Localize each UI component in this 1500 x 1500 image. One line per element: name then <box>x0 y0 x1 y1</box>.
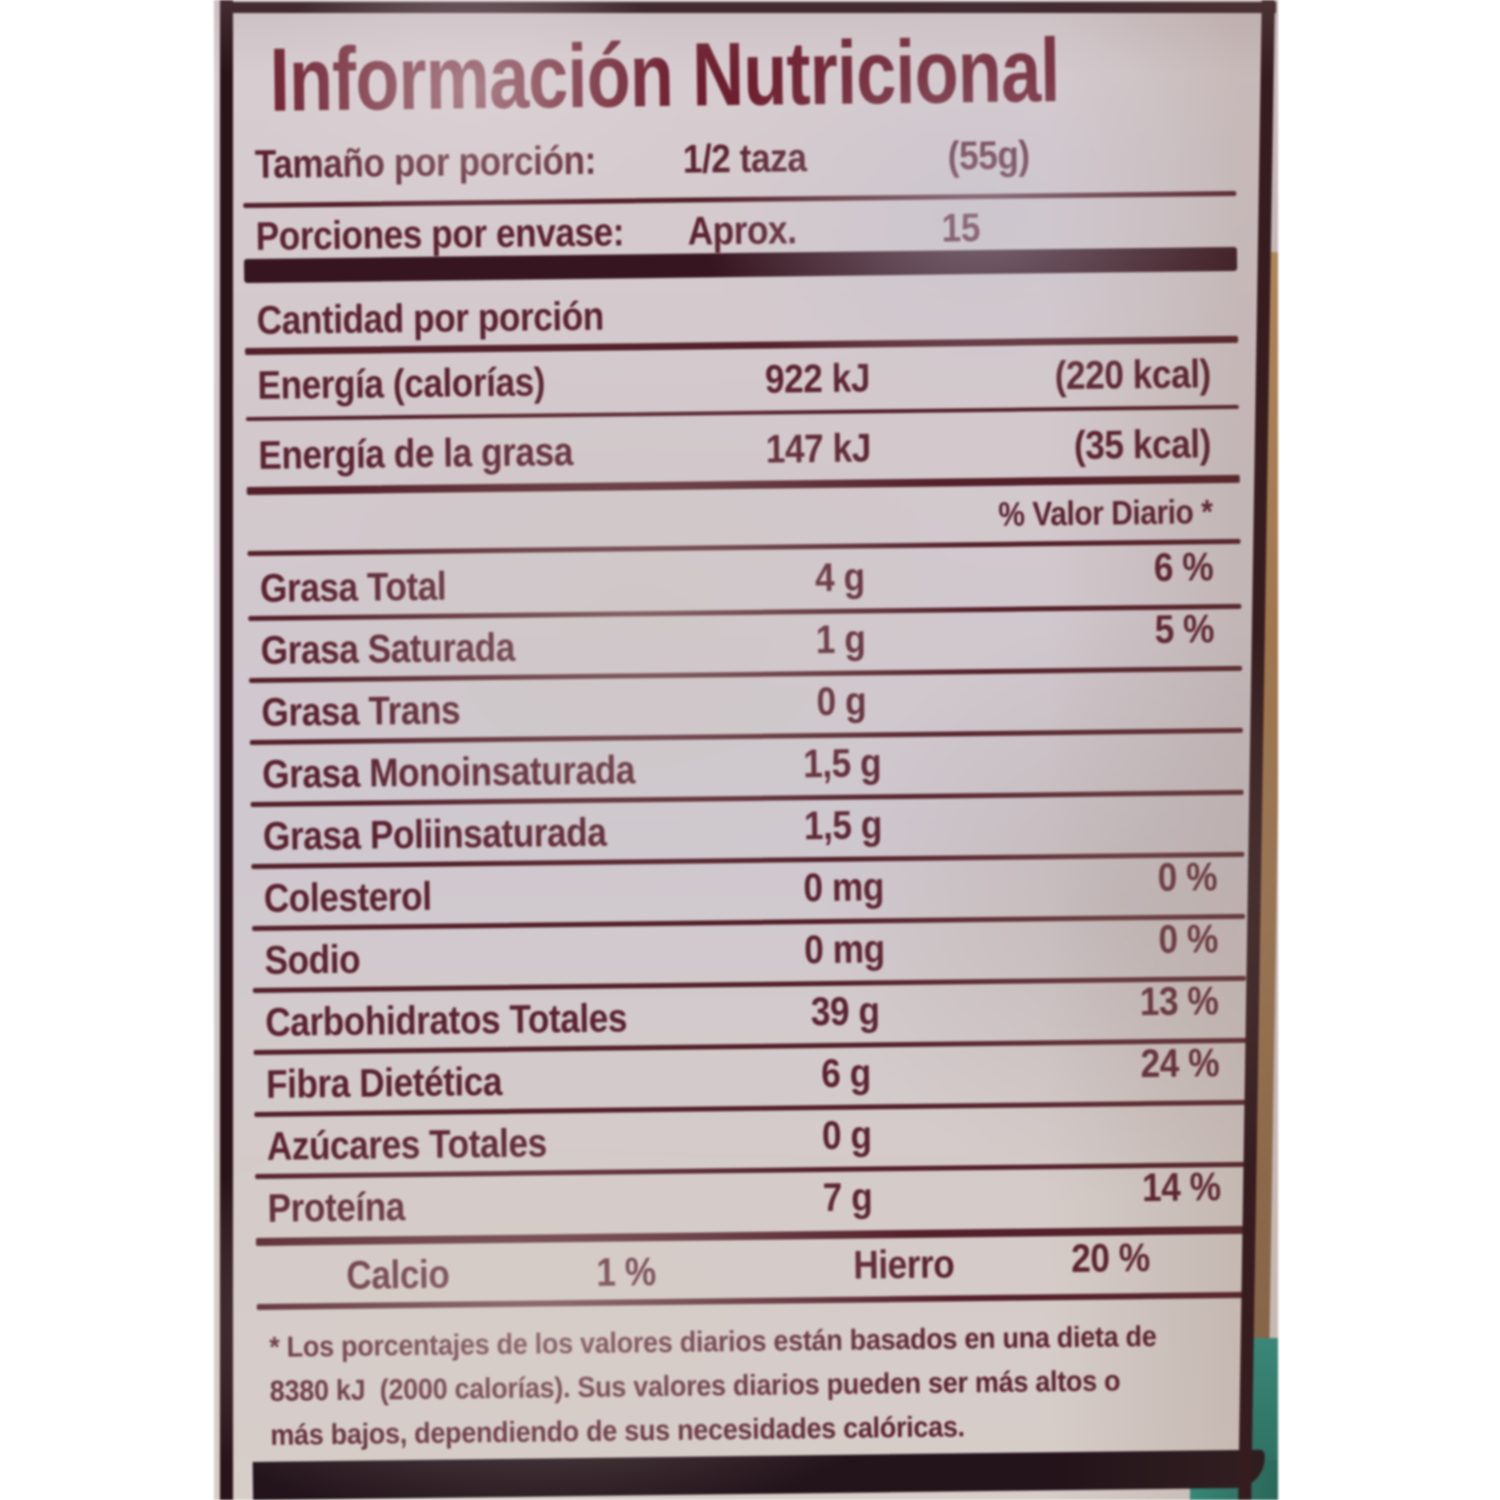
nutrient-name: Grasa Poliinsaturada <box>262 810 607 859</box>
energy-fat-label: Energía de la grasa <box>258 430 574 478</box>
nutrient-daily-value: 6 % <box>1153 545 1214 590</box>
nutrient-amount: 39 g <box>810 989 880 1035</box>
nutrient-daily-value: 24 % <box>1140 1041 1220 1087</box>
label-title: Información Nutricional <box>269 21 1061 131</box>
servings-per-container-count: 15 <box>941 206 981 251</box>
nutrient-amount: 1,5 g <box>803 803 883 849</box>
nutrient-daily-value: 13 % <box>1139 979 1219 1025</box>
nutrient-name: Colesterol <box>263 874 432 921</box>
nutrient-amount: 0 mg <box>803 865 885 911</box>
nutrition-label-photo: Información Nutricional Tamaño por porci… <box>214 0 1278 1500</box>
servings-per-container-label: Porciones por envase: <box>255 210 625 259</box>
nutrient-name: Grasa Monoinsaturada <box>261 748 636 797</box>
nutrient-daily-value: 14 % <box>1141 1165 1221 1211</box>
daily-value-header: % Valor Diario * <box>997 493 1213 534</box>
serving-size-weight: (55g) <box>947 133 1030 179</box>
energy-kj: 922 kJ <box>764 356 871 402</box>
nutrient-name: Grasa Trans <box>261 688 461 735</box>
nutrient-name: Grasa Total <box>259 564 447 611</box>
nutrient-name: Carbohidratos Totales <box>265 996 628 1045</box>
serving-size-value: 1/2 taza <box>682 136 807 182</box>
label-border-left <box>220 0 233 1500</box>
nutrient-amount: 1,5 g <box>802 741 882 787</box>
nutrient-name: Azúcares Totales <box>266 1121 547 1169</box>
mineral-name: Calcio <box>346 1252 450 1298</box>
nutrient-name: Fibra Dietética <box>265 1059 503 1107</box>
nutrient-amount: 0 g <box>821 1113 872 1159</box>
nutrient-name: Proteína <box>267 1185 406 1231</box>
serving-size-label: Tamaño por porción: <box>254 138 597 187</box>
label-border-top <box>220 2 1276 13</box>
energy-label: Energía (calorías) <box>257 360 546 408</box>
amount-per-serving-header: Cantidad por porción <box>256 294 605 343</box>
energy-fat-kj: 147 kJ <box>765 426 872 472</box>
nutrient-amount: 0 mg <box>803 927 885 973</box>
daily-value-footnote: * Los porcentajes de los valores diarios… <box>269 1314 1251 1458</box>
nutrient-amount: 4 g <box>814 555 865 601</box>
mineral-daily-value: 1 % <box>596 1250 656 1295</box>
energy-kcal: (220 kcal) <box>1054 352 1211 399</box>
mineral-name: Hierro <box>853 1242 955 1288</box>
mineral-daily-value: 20 % <box>1070 1236 1150 1282</box>
nutrient-daily-value: 0 % <box>1157 917 1218 962</box>
energy-fat-kcal: (35 kcal) <box>1074 422 1212 468</box>
nutrient-amount: 6 g <box>820 1051 871 1097</box>
nutrient-name: Grasa Saturada <box>260 625 516 673</box>
nutrient-amount: 1 g <box>815 617 866 663</box>
nutrient-daily-value: 5 % <box>1153 607 1214 652</box>
serving-size-row: Tamaño por porción: 1/2 taza (55g) <box>215 128 1256 197</box>
nutrient-amount: 0 g <box>816 679 867 725</box>
nutrition-label: Información Nutricional Tamaño por porci… <box>214 0 1271 1500</box>
servings-per-container-value: Aprox. <box>687 208 797 254</box>
label-border-bottom <box>252 1449 1266 1500</box>
nutrient-name: Sodio <box>264 937 361 983</box>
nutrient-daily-value: 0 % <box>1156 855 1217 900</box>
nutrient-amount: 7 g <box>822 1175 873 1221</box>
